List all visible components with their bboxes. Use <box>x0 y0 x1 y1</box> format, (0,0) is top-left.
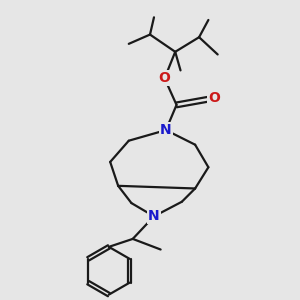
Text: N: N <box>160 123 172 137</box>
Text: N: N <box>148 209 160 223</box>
Text: O: O <box>208 91 220 105</box>
Text: O: O <box>159 71 170 85</box>
